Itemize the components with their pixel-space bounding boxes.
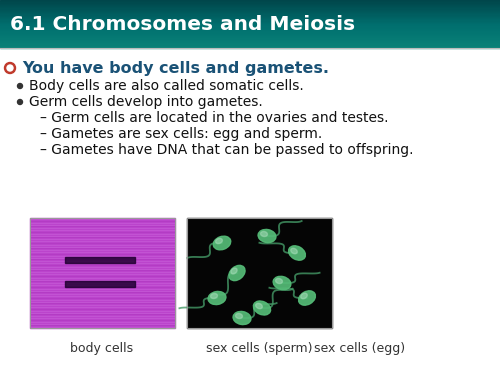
Polygon shape [0,43,500,44]
Polygon shape [0,22,500,23]
Polygon shape [0,6,500,7]
Ellipse shape [216,238,222,244]
Polygon shape [0,26,500,28]
Ellipse shape [298,291,316,305]
Polygon shape [0,38,500,40]
Text: – Gametes are sex cells: egg and sperm.: – Gametes are sex cells: egg and sperm. [40,127,322,141]
Polygon shape [65,257,135,263]
Polygon shape [0,20,500,22]
Ellipse shape [233,311,251,325]
Polygon shape [0,30,500,31]
Ellipse shape [273,276,291,290]
Polygon shape [0,11,500,12]
Text: Germ cells develop into gametes.: Germ cells develop into gametes. [29,95,263,109]
Polygon shape [0,34,500,35]
Polygon shape [0,5,500,6]
Polygon shape [0,29,500,30]
Polygon shape [0,16,500,17]
Ellipse shape [258,230,276,243]
Polygon shape [0,32,500,34]
Polygon shape [0,28,500,29]
Polygon shape [30,218,175,328]
Ellipse shape [290,248,298,254]
Text: You have body cells and gametes.: You have body cells and gametes. [22,60,329,75]
Polygon shape [0,35,500,36]
Polygon shape [0,1,500,2]
Polygon shape [0,2,500,4]
Polygon shape [0,41,500,42]
Ellipse shape [276,278,282,284]
Text: sex cells (sperm): sex cells (sperm) [206,342,312,355]
Polygon shape [0,19,500,20]
Text: body cells: body cells [70,342,134,355]
Polygon shape [0,42,500,43]
Ellipse shape [214,236,230,250]
Ellipse shape [231,268,237,274]
Polygon shape [0,7,500,8]
Ellipse shape [288,246,306,260]
Polygon shape [0,14,500,16]
Text: Body cells are also called somatic cells.: Body cells are also called somatic cells… [29,79,304,93]
Ellipse shape [210,294,218,298]
Polygon shape [0,18,500,19]
Text: 6.1 Chromosomes and Meiosis: 6.1 Chromosomes and Meiosis [10,15,355,34]
Ellipse shape [300,293,308,299]
Circle shape [18,84,22,88]
Ellipse shape [254,301,270,315]
Polygon shape [0,31,500,32]
Polygon shape [0,12,500,13]
Polygon shape [0,44,500,46]
Text: – Germ cells are located in the ovaries and testes.: – Germ cells are located in the ovaries … [40,111,389,125]
Polygon shape [0,0,500,1]
Polygon shape [0,17,500,18]
Polygon shape [0,46,500,47]
Polygon shape [187,218,332,328]
Polygon shape [65,281,135,287]
Circle shape [4,63,16,74]
Polygon shape [0,47,500,48]
Polygon shape [0,24,500,25]
Ellipse shape [236,314,242,318]
Polygon shape [0,13,500,14]
Polygon shape [0,25,500,26]
Text: sex cells (egg): sex cells (egg) [314,342,406,355]
Ellipse shape [208,291,226,304]
Polygon shape [0,4,500,5]
Ellipse shape [260,231,268,237]
Polygon shape [0,23,500,24]
Ellipse shape [229,266,245,280]
Circle shape [7,65,13,71]
Polygon shape [0,40,500,41]
Text: – Gametes have DNA that can be passed to offspring.: – Gametes have DNA that can be passed to… [40,143,414,157]
Polygon shape [0,8,500,10]
Polygon shape [0,37,500,38]
Polygon shape [0,10,500,11]
Circle shape [18,99,22,105]
Ellipse shape [256,303,262,309]
Polygon shape [0,36,500,37]
